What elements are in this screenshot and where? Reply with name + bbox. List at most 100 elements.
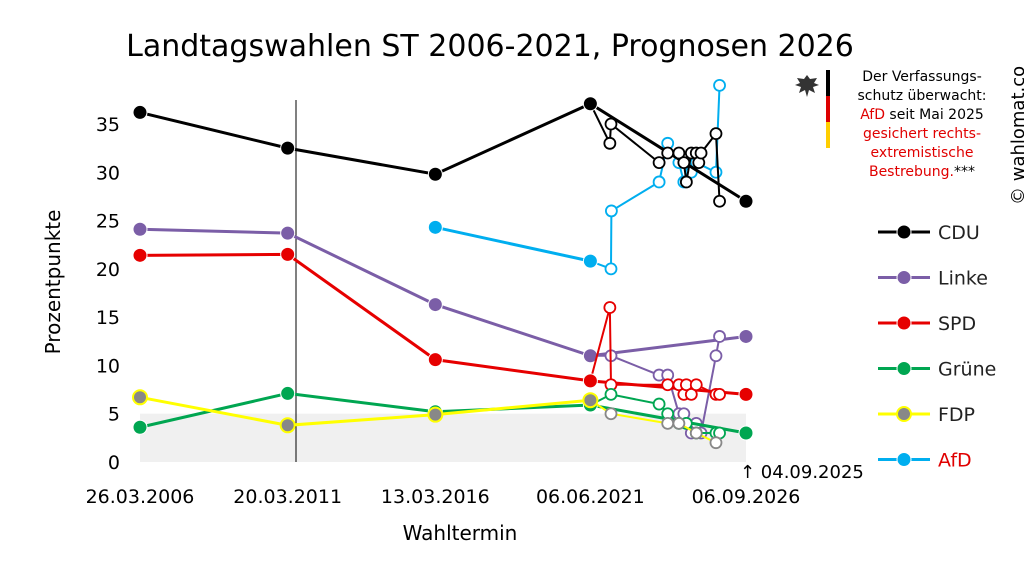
poll-point	[604, 262, 618, 276]
note-line: extremistische	[870, 145, 974, 161]
election-point	[427, 166, 443, 182]
election-point	[132, 389, 148, 406]
series-linke	[132, 221, 754, 440]
y-tick-label: 10	[96, 355, 120, 377]
election-point	[427, 297, 443, 313]
y-tick-label: 25	[96, 211, 120, 233]
note-stars: ***	[954, 164, 976, 180]
date-annotation: ↑ 04.09.2025	[740, 462, 864, 483]
election-point	[427, 219, 443, 235]
german-flag-bar	[826, 70, 830, 148]
election-point	[132, 247, 148, 263]
note-line: AfD seit Mai 2025	[842, 106, 1002, 125]
y-tick-label: 5	[108, 404, 120, 426]
watermark: © wahlomat.co	[1008, 65, 1024, 205]
election-point	[280, 385, 296, 401]
note-red: Bestrebung.	[868, 164, 955, 180]
federal-eagle-icon	[793, 72, 821, 100]
legend-label: Grüne	[938, 359, 996, 381]
note-afd: AfD	[860, 107, 885, 123]
poll-point	[661, 146, 675, 160]
poll-point	[652, 175, 666, 189]
poll-point	[604, 204, 618, 218]
poll-point	[694, 146, 708, 160]
note-text: seit Mai 2025	[884, 107, 984, 123]
election-point	[132, 221, 148, 237]
x-tick-label: 20.03.2011	[233, 486, 342, 508]
x-axis-label: Wahltermin	[403, 521, 518, 545]
poll-point	[713, 78, 726, 92]
legend-label: AfD	[938, 450, 972, 472]
y-tick-label: 15	[96, 307, 120, 329]
legend-marker	[896, 270, 912, 285]
election-point	[582, 253, 598, 269]
poll-point	[679, 175, 693, 189]
election-point	[427, 406, 444, 423]
election-point	[582, 373, 598, 389]
poll-point	[689, 378, 703, 392]
legend-label: Linke	[938, 268, 988, 290]
poll-point	[709, 127, 723, 141]
y-tick-label: 35	[96, 114, 120, 136]
election-point	[582, 96, 598, 112]
poll-point	[672, 146, 686, 160]
legend-label: CDU	[938, 222, 980, 244]
poll-point	[604, 387, 618, 401]
poll-point	[713, 330, 726, 343]
x-axis: 26.03.2006 20.03.2011 13.03.2016 06.06.2021…	[86, 100, 801, 508]
legend-marker	[896, 224, 912, 240]
y-tick-label: 0	[108, 452, 120, 474]
poll-point	[603, 136, 617, 150]
poll-point	[709, 436, 723, 450]
legend-label: FDP	[938, 404, 975, 426]
y-axis: 0 5 10 15 20 25 30 35	[96, 114, 120, 474]
legend-marker	[896, 361, 912, 376]
election-point	[280, 140, 296, 156]
shaded-band	[140, 413, 746, 462]
legend-marker	[896, 406, 912, 422]
election-point	[280, 246, 296, 262]
forecast-point	[738, 425, 754, 441]
election-point	[132, 104, 148, 120]
x-tick-label: 13.03.2016	[381, 486, 490, 508]
poll-point	[604, 407, 618, 421]
poll-point	[661, 416, 675, 430]
forecast-point	[738, 386, 754, 402]
legend: CDU Linke SPD Grüne FDP AfD	[878, 222, 996, 472]
poll-point	[677, 156, 691, 170]
x-tick-label: 06.06.2021	[536, 486, 645, 508]
series-line	[139, 395, 591, 427]
election-point	[279, 417, 296, 434]
series-line	[435, 225, 591, 263]
note-line: schutz überwacht:	[857, 88, 987, 104]
poll-point	[709, 165, 723, 179]
election-point	[582, 392, 599, 409]
election-point	[132, 419, 148, 435]
legend-marker	[896, 452, 912, 467]
series-cdu	[132, 96, 754, 209]
chart-title: Landtagswahlen ST 2006-2021, Prognosen 2…	[126, 29, 854, 64]
series-afd	[427, 78, 726, 276]
series-spd	[132, 246, 754, 402]
note-line: gesichert rechts-	[862, 126, 982, 142]
poll-point	[709, 349, 723, 363]
legend-label: SPD	[938, 313, 976, 335]
poll-point	[604, 117, 618, 131]
forecast-point	[738, 328, 754, 344]
poll-point	[713, 194, 726, 208]
election-point	[280, 225, 296, 241]
y-axis-label: Prozentpunkte	[41, 210, 65, 355]
poll-point	[713, 387, 726, 401]
poll-point	[672, 416, 686, 430]
x-tick-label: 06.09.2026	[692, 486, 801, 508]
poll-point	[684, 387, 698, 401]
election-point	[427, 352, 443, 368]
poll-point	[603, 301, 617, 314]
poll-point	[652, 397, 666, 411]
forecast-point	[738, 193, 754, 209]
verfassungsschutz-note: Der Verfassungs- schutz überwacht: AfD s…	[842, 68, 1002, 182]
series-fdp	[132, 389, 723, 450]
note-line: Der Verfassungs-	[862, 69, 982, 85]
note-line: Bestrebung.***	[842, 163, 1002, 182]
